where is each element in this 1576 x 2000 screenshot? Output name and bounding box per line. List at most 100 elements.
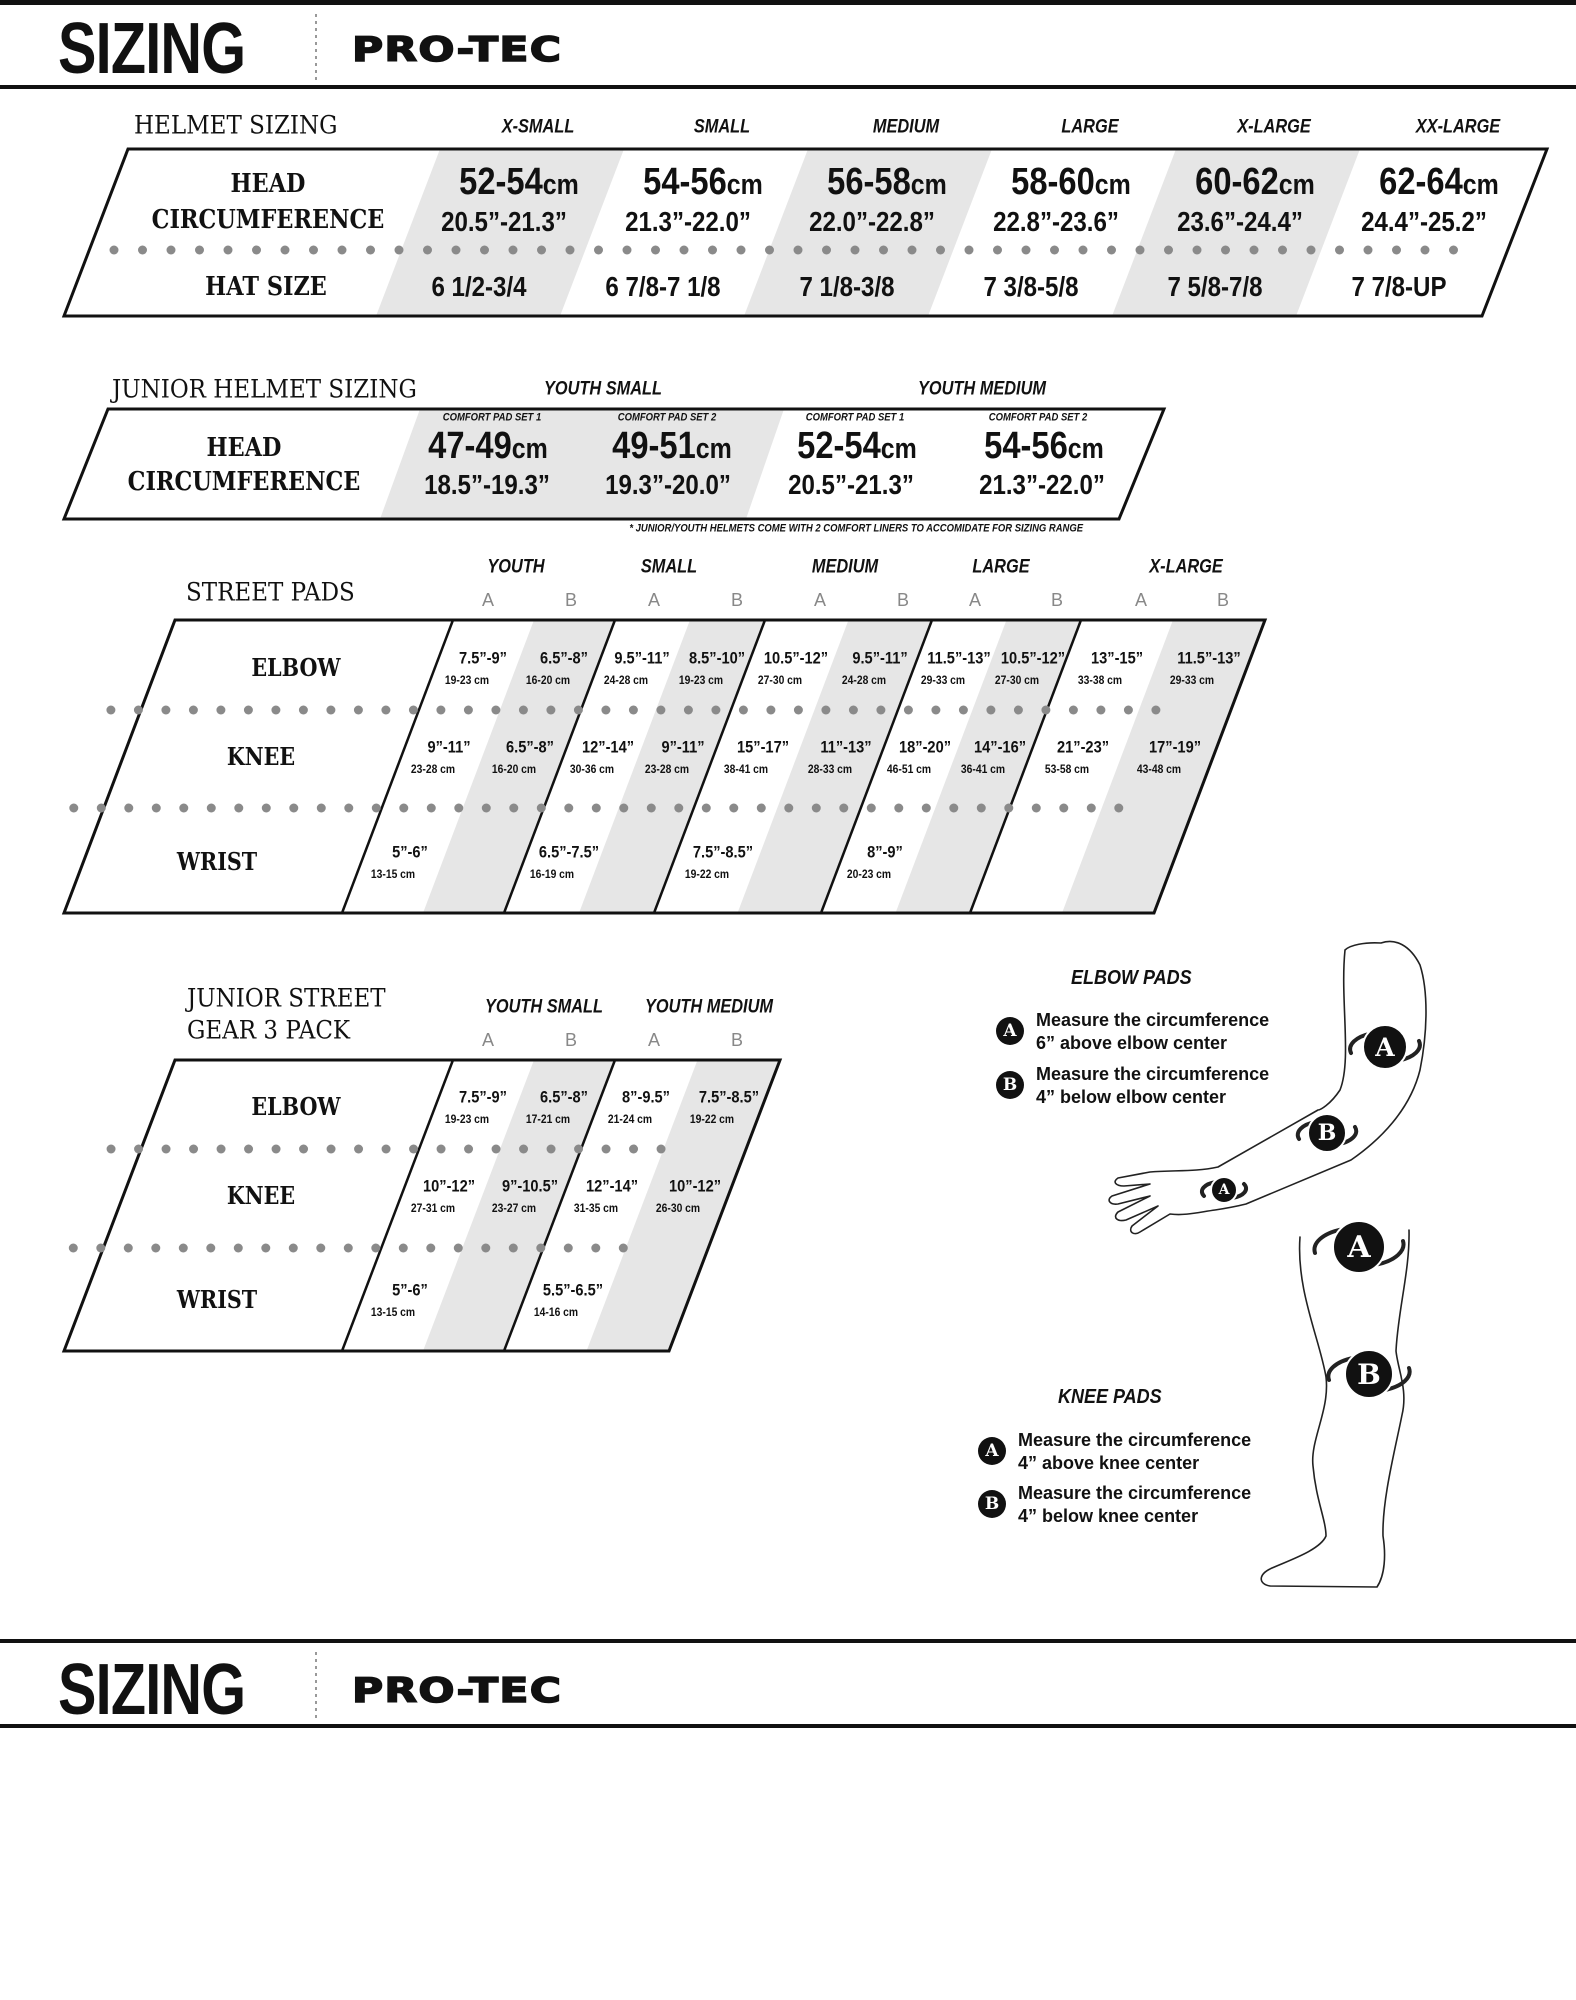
head-inches: 22.0”-22.8” [809, 206, 935, 237]
hat-size-value: 6 7/8-7 1/8 [605, 271, 721, 302]
measure-inches: 6.5”-8” [540, 1087, 589, 1107]
b-column-band [586, 1060, 780, 1351]
dot-separator [436, 705, 446, 715]
dot-separator [537, 245, 546, 255]
dot-separator [454, 803, 464, 813]
measure-cm: 30-36 cm [569, 762, 615, 776]
helmet-section-title: HELMET SIZING [134, 110, 338, 140]
b-column-band [423, 1060, 615, 1351]
cm-range: 47-49 [428, 425, 512, 467]
dot-separator [601, 1144, 611, 1154]
row-label-wrist: WRIST [176, 1285, 258, 1314]
dot-separator [907, 245, 917, 255]
sub-header-a: A [813, 590, 827, 610]
dot-separator [195, 245, 204, 255]
sub-header-b: B [1216, 590, 1230, 610]
dot-separator [564, 803, 574, 813]
dot-separator [408, 705, 418, 715]
dot-separator [109, 245, 119, 255]
row-label-elbow: ELBOW [251, 1092, 341, 1121]
comfort-pad-label: COMFORT PAD SET 2 [617, 411, 717, 424]
head-cm: 49-51cm [612, 427, 732, 465]
dot-separator [1013, 705, 1023, 715]
sub-header-a: A [481, 1030, 495, 1050]
dot-separator [1114, 803, 1124, 813]
cm-range: 62-64 [1379, 161, 1464, 203]
row-label-knee: KNEE [226, 1181, 296, 1210]
junior_gear-table-outline [61, 1058, 783, 1353]
sub-header-b: B [1050, 590, 1064, 610]
illustration-badge-b: B [1344, 1349, 1394, 1399]
dot-separator [1068, 705, 1078, 715]
knee_legend-title: KNEE PADS [1058, 1386, 1162, 1408]
dot-separator [508, 245, 518, 255]
group-youth-small: YOUTH SMALL [543, 378, 663, 400]
measure-cm: 19-22 cm [684, 867, 729, 881]
dot-separator [371, 1243, 381, 1253]
row-label-wrist: WRIST [176, 847, 258, 876]
group-youth-medium: YOUTH MEDIUM [918, 378, 1046, 400]
b-column-band [895, 620, 1081, 913]
dot-separator [936, 245, 945, 255]
dot-separator [1059, 803, 1069, 813]
measure-cm: 31-35 cm [573, 1201, 618, 1215]
dot-separator [463, 705, 473, 715]
dot-separator [811, 803, 821, 813]
footer-top-rule [0, 1639, 1576, 1643]
dot-separator [656, 705, 666, 715]
cm-range: 60-62 [1195, 161, 1280, 203]
measure-inches: 9.5”-11” [614, 648, 670, 668]
dot-separator [1096, 705, 1106, 715]
dot-separator [601, 705, 611, 715]
dot-separator [646, 803, 656, 813]
badge-b: B [978, 1490, 1006, 1518]
measure-inches: 5”-6” [391, 1280, 428, 1300]
unit-label: cm [1279, 169, 1316, 201]
cm-range: 49-51 [612, 425, 696, 467]
illustration-badge-b: B [1307, 1113, 1347, 1153]
measure-cm: 24-28 cm [841, 673, 886, 687]
hat-size-value: 7 3/8-5/8 [983, 271, 1079, 302]
dot-separator [651, 245, 660, 255]
dot-separator [166, 245, 176, 255]
dot-separator [958, 705, 968, 715]
measure-cm: 28-33 cm [807, 762, 852, 776]
dot-separator [343, 1243, 353, 1253]
dot-separator [309, 245, 318, 255]
head-inches: 23.6”-24.4” [1177, 206, 1303, 237]
measure-instruction: Measure the circumference [1018, 1430, 1252, 1450]
measure-cm: 27-31 cm [410, 1201, 456, 1215]
head-cm: 54-56cm [984, 427, 1104, 465]
measure-cm: 23-28 cm [410, 762, 456, 776]
dot-separator [69, 803, 79, 813]
sub-header-b: B [730, 1030, 744, 1050]
measure-inches: 11”-13” [820, 737, 872, 757]
dot-separator [96, 1243, 106, 1253]
measure-cm: 19-23 cm [444, 1112, 490, 1126]
unit-label: cm [511, 433, 548, 465]
head-cm: 52-54cm [797, 427, 917, 465]
dot-separator [622, 245, 632, 255]
elbow_legend-title: ELBOW PADS [1071, 967, 1192, 989]
sub-header-a: A [481, 590, 495, 610]
dot-separator [179, 803, 189, 813]
measure-inches: 11.5”-13” [927, 648, 991, 668]
size-header-large: LARGE [972, 556, 1030, 578]
dot-separator [1335, 245, 1344, 255]
size-header: YOUTH MEDIUM [645, 996, 773, 1018]
junior-helmet-section-title: JUNIOR HELMET SIZING [112, 374, 417, 404]
measure-cm: 16-20 cm [525, 673, 570, 687]
dot-separator [426, 803, 436, 813]
unit-label: cm [880, 433, 917, 465]
dot-separator [736, 245, 746, 255]
dot-separator [766, 705, 776, 715]
dot-separator [628, 705, 638, 715]
cm-range: 52-54 [797, 425, 881, 467]
measure-instruction: 6” above elbow center [1036, 1033, 1228, 1053]
dot-separator [821, 705, 831, 715]
junior-gear-title-line1: JUNIOR STREET [187, 983, 386, 1013]
dot-separator [729, 803, 739, 813]
measure-inches: 8”-9” [867, 842, 904, 862]
footer-header-title: SIZING [58, 1650, 246, 1730]
